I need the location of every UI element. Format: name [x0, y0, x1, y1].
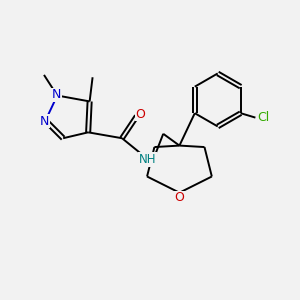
Text: N: N — [52, 88, 61, 101]
Text: NH: NH — [139, 153, 156, 166]
Text: O: O — [175, 191, 184, 204]
Text: Cl: Cl — [257, 111, 270, 124]
Text: O: O — [135, 108, 145, 121]
Text: N: N — [40, 115, 50, 128]
